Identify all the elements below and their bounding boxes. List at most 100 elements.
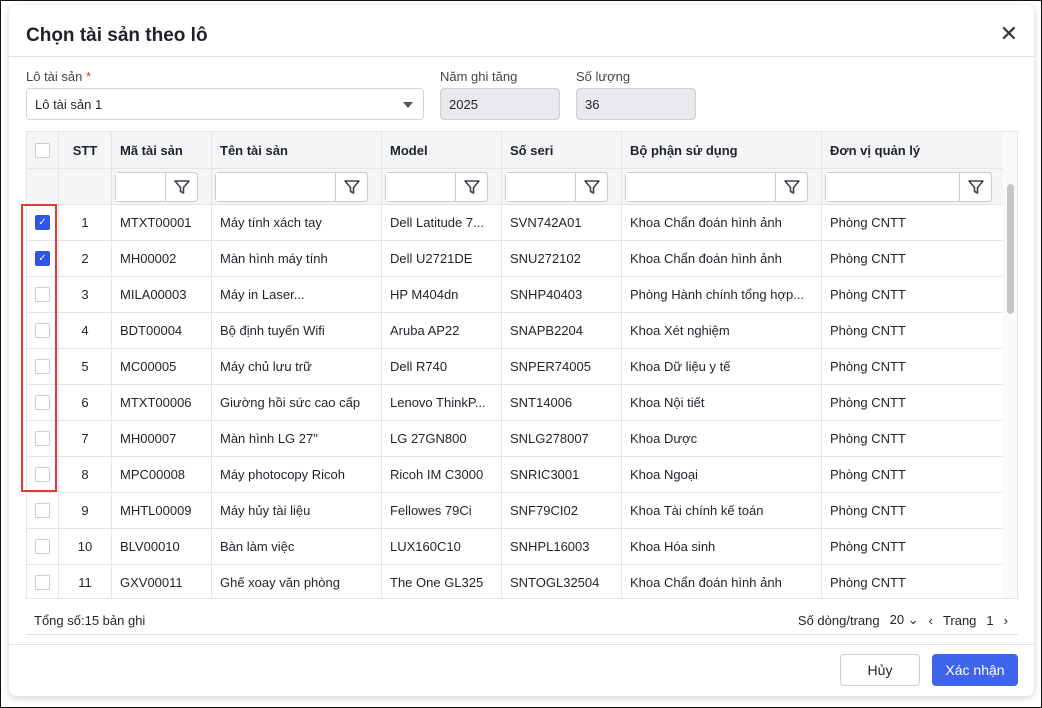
column-filter[interactable] xyxy=(505,171,608,202)
filter-input[interactable] xyxy=(116,172,165,201)
table-cell: MHTL00009 xyxy=(112,493,212,528)
filter-icon[interactable] xyxy=(959,172,991,201)
asset-table: STT Mã tài sản Tên tài sản Model Số seri Bộ p… xyxy=(26,131,1018,599)
table-cell: SVN742A01 xyxy=(502,205,622,240)
filter-input[interactable] xyxy=(626,172,775,201)
table-cell: LG 27GN800 xyxy=(382,421,502,456)
column-header[interactable]: Tên tài sản xyxy=(212,132,382,168)
column-filter[interactable] xyxy=(825,171,992,202)
table-row[interactable]: 9 MHTL00009 Máy hủy tài liệu Fellowes 79Ci S… xyxy=(27,493,1005,529)
row-checkbox[interactable] xyxy=(35,575,50,590)
table-cell: 7 xyxy=(59,421,112,456)
table-cell: SNHP40403 xyxy=(502,277,622,312)
table-cell: MC00005 xyxy=(112,349,212,384)
table-cell: Khoa Nội tiết xyxy=(622,385,822,420)
table-cell: Phòng CNTT xyxy=(830,215,906,230)
table-cell: MTXT00001 xyxy=(112,205,212,240)
table-row[interactable]: 4 BDT00004 Bộ định tuyến Wifi Aruba AP22 SNA… xyxy=(27,313,1005,349)
column-header[interactable]: Số seri xyxy=(502,132,622,168)
table-row[interactable]: 3 MILA00003 Máy in Laser... HP M404dn SNHP40… xyxy=(27,277,1005,313)
prev-page-icon[interactable]: ‹ xyxy=(928,612,933,628)
row-checkbox[interactable]: ✓ xyxy=(35,215,50,230)
table-cell: Khoa Chẩn đoán hình ảnh xyxy=(622,241,822,276)
row-checkbox[interactable] xyxy=(35,467,50,482)
filter-input[interactable] xyxy=(826,172,959,201)
column-header[interactable]: Mã tài sản xyxy=(112,132,212,168)
table-cell: Khoa Chẩn đoán hình ảnh xyxy=(622,205,822,240)
table-cell: SNRIC3001 xyxy=(502,457,622,492)
table-row[interactable]: ✓ 2 MH00002 Màn hình máy tính Dell U2721DE SN… xyxy=(27,241,1005,277)
column-header[interactable]: Bộ phận sử dụng xyxy=(622,132,822,168)
table-cell: Phòng CNTT xyxy=(830,467,906,482)
column-filter[interactable] xyxy=(215,171,368,202)
table-row[interactable]: 8 MPC00008 Máy photocopy Ricoh Ricoh IM C30… xyxy=(27,457,1005,493)
table-row[interactable]: 5 MC00005 Máy chủ lưu trữ Dell R740 SNPER740… xyxy=(27,349,1005,385)
table-cell: Fellowes 79Ci xyxy=(382,493,502,528)
page-label: Trang xyxy=(942,612,977,628)
table-cell: MPC00008 xyxy=(112,457,212,492)
table-cell: LUX160C10 xyxy=(382,529,502,564)
table-cell: HP M404dn xyxy=(382,277,502,312)
filter-input[interactable] xyxy=(506,172,575,201)
confirm-button[interactable]: Xác nhận xyxy=(932,654,1018,686)
column-header[interactable]: Đơn vị quản lý xyxy=(830,142,921,158)
close-icon[interactable]: ✕ xyxy=(999,21,1018,46)
table-cell: GXV00011 xyxy=(112,565,212,598)
table-cell: MH00002 xyxy=(112,241,212,276)
table-cell: Dell Latitude 7... xyxy=(382,205,502,240)
table-cell: Khoa Chẩn đoán hình ảnh xyxy=(622,565,822,598)
table-cell: Phòng CNTT xyxy=(830,539,906,554)
row-checkbox[interactable] xyxy=(35,359,50,374)
table-cell: Bộ định tuyến Wifi xyxy=(212,313,382,348)
filter-icon[interactable] xyxy=(455,172,487,201)
table-cell: 2 xyxy=(59,241,112,276)
table-cell: Ricoh IM C3000 xyxy=(382,457,502,492)
filter-input[interactable] xyxy=(216,172,335,201)
table-cell: Khoa Dữ liệu y tế xyxy=(622,349,822,384)
filter-icon[interactable] xyxy=(165,172,197,201)
row-checkbox[interactable] xyxy=(35,539,50,554)
rows-per-page-select[interactable]: 20 ⌄ xyxy=(889,612,919,627)
selection-highlight-box xyxy=(21,204,57,492)
table-row[interactable]: 10 BLV00010 Bàn làm việc LUX160C10 SNHPL1600… xyxy=(27,529,1005,565)
table-row[interactable]: 6 MTXT00006 Giường hồi sức cao cấp Lenovo T… xyxy=(27,385,1005,421)
column-header[interactable]: STT xyxy=(59,132,112,168)
table-cell: MILA00003 xyxy=(112,277,212,312)
column-filter[interactable] xyxy=(115,171,198,202)
row-checkbox[interactable] xyxy=(35,287,50,302)
row-checkbox[interactable]: ✓ xyxy=(35,251,50,266)
table-cell: SNF79CI02 xyxy=(502,493,622,528)
filter-icon[interactable] xyxy=(775,172,807,201)
table-cell: SNAPB2204 xyxy=(502,313,622,348)
filter-icon[interactable] xyxy=(335,172,367,201)
row-checkbox[interactable] xyxy=(35,395,50,410)
next-page-icon[interactable]: › xyxy=(1003,612,1008,628)
table-cell: 1 xyxy=(59,205,112,240)
rows-per-page-label: Số dòng/trang xyxy=(797,612,880,628)
row-checkbox[interactable] xyxy=(35,323,50,338)
table-cell: 6 xyxy=(59,385,112,420)
column-header[interactable]: Model xyxy=(382,132,502,168)
row-checkbox[interactable] xyxy=(35,431,50,446)
column-filter[interactable] xyxy=(385,171,488,202)
batch-select[interactable]: Lô tài sản 1 xyxy=(26,88,424,120)
table-cell: Máy chủ lưu trữ xyxy=(212,349,382,384)
cancel-button[interactable]: Hủy xyxy=(840,654,920,686)
table-cell: Phòng CNTT xyxy=(830,287,906,302)
qty-label: Số lượng xyxy=(576,69,631,84)
select-all-checkbox[interactable] xyxy=(35,142,50,158)
divider xyxy=(9,644,1034,645)
table-row[interactable]: 7 MH00007 Màn hình LG 27" LG 27GN800 SNLG278… xyxy=(27,421,1005,457)
filter-icon[interactable] xyxy=(575,172,607,201)
table-cell: BDT00004 xyxy=(112,313,212,348)
table-cell: SNPER74005 xyxy=(502,349,622,384)
dialog-title: Chọn tài sản theo lô xyxy=(26,25,208,46)
scrollbar[interactable] xyxy=(1003,132,1017,598)
table-row[interactable]: 11 GXV00011 Ghế xoay văn phòng The One GL32… xyxy=(27,565,1005,598)
scrollbar-thumb[interactable] xyxy=(1007,184,1014,314)
column-filter[interactable] xyxy=(625,171,808,202)
filter-input[interactable] xyxy=(386,172,455,201)
row-checkbox[interactable] xyxy=(35,503,50,518)
table-cell: Khoa Dược xyxy=(622,421,822,456)
table-row[interactable]: ✓ 1 MTXT00001 Máy tính xách tay Dell Latitud… xyxy=(27,205,1005,241)
